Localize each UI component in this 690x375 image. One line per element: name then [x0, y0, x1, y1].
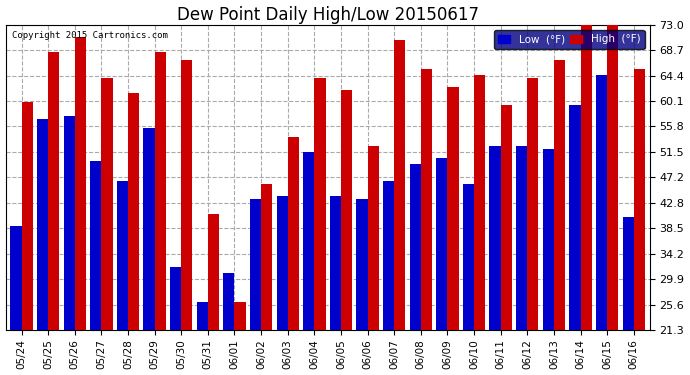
- Bar: [463, 184, 474, 330]
- Bar: [63, 117, 75, 330]
- Bar: [543, 149, 554, 330]
- Bar: [10, 225, 21, 330]
- Bar: [501, 105, 512, 330]
- Bar: [633, 69, 645, 330]
- Bar: [250, 199, 261, 330]
- Title: Dew Point Daily High/Low 20150617: Dew Point Daily High/Low 20150617: [177, 6, 479, 24]
- Bar: [21, 102, 32, 330]
- Bar: [288, 137, 299, 330]
- Bar: [170, 267, 181, 330]
- Legend: Low  (°F), High  (°F): Low (°F), High (°F): [493, 30, 644, 49]
- Bar: [155, 52, 166, 330]
- Bar: [181, 60, 193, 330]
- Bar: [261, 184, 273, 330]
- Bar: [315, 78, 326, 330]
- Bar: [607, 25, 618, 330]
- Bar: [489, 146, 501, 330]
- Bar: [277, 196, 288, 330]
- Bar: [622, 217, 633, 330]
- Bar: [357, 199, 368, 330]
- Bar: [368, 146, 379, 330]
- Bar: [383, 181, 394, 330]
- Bar: [569, 105, 580, 330]
- Bar: [341, 90, 352, 330]
- Bar: [208, 214, 219, 330]
- Bar: [474, 75, 485, 330]
- Bar: [580, 25, 592, 330]
- Bar: [436, 158, 447, 330]
- Bar: [144, 128, 155, 330]
- Bar: [75, 37, 86, 330]
- Bar: [101, 78, 112, 330]
- Bar: [90, 160, 101, 330]
- Bar: [527, 78, 538, 330]
- Bar: [197, 302, 208, 330]
- Bar: [421, 69, 432, 330]
- Bar: [516, 146, 527, 330]
- Bar: [303, 152, 315, 330]
- Bar: [410, 164, 421, 330]
- Bar: [48, 52, 59, 330]
- Bar: [224, 273, 235, 330]
- Bar: [235, 302, 246, 330]
- Bar: [394, 40, 405, 330]
- Bar: [596, 75, 607, 330]
- Bar: [128, 93, 139, 330]
- Bar: [117, 181, 128, 330]
- Text: Copyright 2015 Cartronics.com: Copyright 2015 Cartronics.com: [12, 31, 168, 40]
- Bar: [37, 119, 48, 330]
- Bar: [447, 87, 459, 330]
- Bar: [330, 196, 341, 330]
- Bar: [554, 60, 565, 330]
